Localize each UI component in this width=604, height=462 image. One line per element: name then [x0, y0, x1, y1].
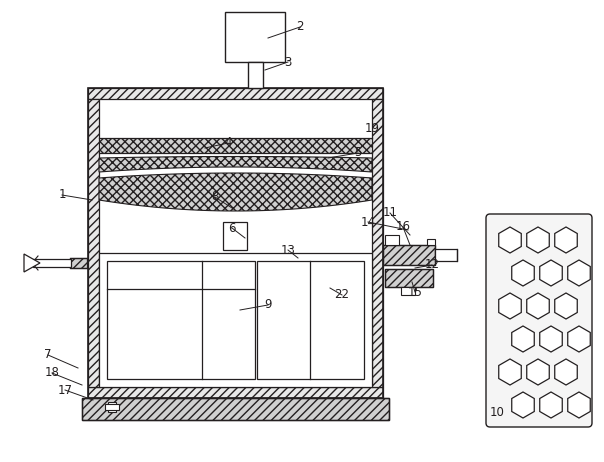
- Text: 11: 11: [382, 207, 397, 219]
- Bar: [88, 88, 383, 99]
- Bar: [88, 99, 99, 387]
- FancyBboxPatch shape: [486, 214, 592, 427]
- Text: 8: 8: [211, 190, 219, 203]
- Text: 5: 5: [355, 146, 362, 159]
- Text: 19: 19: [364, 122, 379, 134]
- Polygon shape: [99, 173, 372, 211]
- Bar: [33, 259, 71, 267]
- Text: 9: 9: [265, 298, 272, 311]
- Bar: [82, 398, 389, 420]
- Text: 1: 1: [58, 188, 66, 201]
- Text: 10: 10: [490, 407, 504, 419]
- Text: 6: 6: [228, 221, 236, 235]
- Polygon shape: [99, 157, 372, 172]
- Text: 17: 17: [57, 383, 72, 396]
- Bar: [82, 398, 389, 420]
- Text: 18: 18: [45, 366, 59, 379]
- Bar: [427, 239, 435, 245]
- Text: 15: 15: [408, 286, 422, 298]
- Bar: [385, 269, 433, 287]
- Bar: [105, 404, 119, 410]
- Polygon shape: [24, 254, 40, 272]
- Text: 14: 14: [361, 215, 376, 229]
- Bar: [88, 387, 383, 398]
- Bar: [383, 245, 435, 265]
- Text: 22: 22: [335, 288, 350, 302]
- Bar: [385, 235, 399, 245]
- Bar: [70, 258, 87, 268]
- Text: 2: 2: [296, 20, 304, 34]
- Text: 3: 3: [284, 55, 292, 68]
- Bar: [385, 269, 433, 287]
- Bar: [99, 253, 372, 387]
- Bar: [435, 249, 457, 261]
- Text: 4: 4: [224, 136, 232, 150]
- Text: 13: 13: [281, 243, 295, 256]
- Text: 16: 16: [396, 220, 411, 233]
- Bar: [107, 261, 255, 379]
- Bar: [99, 138, 372, 153]
- Bar: [108, 402, 116, 412]
- Bar: [223, 222, 247, 250]
- Bar: [372, 99, 383, 387]
- Bar: [88, 88, 383, 398]
- Text: 12: 12: [425, 259, 440, 272]
- Text: 7: 7: [44, 348, 52, 361]
- Bar: [257, 261, 364, 379]
- Bar: [225, 12, 285, 62]
- Bar: [401, 287, 415, 295]
- Bar: [248, 62, 263, 88]
- Bar: [383, 245, 435, 265]
